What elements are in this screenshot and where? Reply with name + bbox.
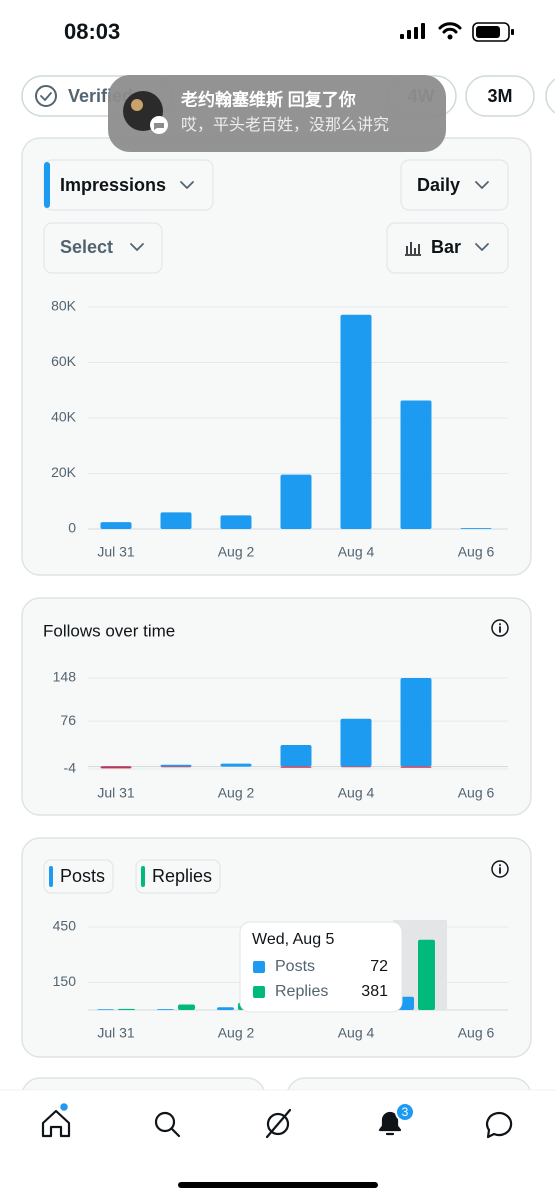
bar: [280, 474, 312, 529]
dropdown-label: Select: [60, 237, 113, 257]
x-tick-label: Jul 31: [97, 785, 135, 801]
home-indicator: [178, 1182, 378, 1188]
chart-title: Follows over time: [43, 621, 175, 640]
bar: [280, 745, 312, 767]
badge-count: 3: [402, 1105, 409, 1119]
bar: [97, 1009, 114, 1010]
select-dropdown[interactable]: Select: [43, 222, 163, 274]
tooltip-value: 381: [361, 983, 388, 1000]
x-tick-label: Aug 2: [218, 1025, 255, 1041]
tooltip-series: Posts: [275, 958, 315, 975]
bar: [340, 314, 372, 529]
badge: [395, 1102, 415, 1122]
y-tick-label: 40K: [51, 409, 77, 425]
tooltip-swatch: [253, 986, 265, 998]
x-tick-label: Aug 6: [458, 1025, 495, 1041]
bar: [400, 678, 432, 767]
y-tick-label: 150: [53, 973, 77, 989]
messages-icon[interactable]: [486, 1111, 513, 1139]
home-icon[interactable]: [41, 1109, 71, 1138]
x-tick-label: Aug 6: [458, 785, 495, 801]
bar: [178, 1004, 195, 1010]
y-tick-label: 80K: [51, 298, 77, 314]
tooltip-title: Wed, Aug 5: [252, 931, 335, 948]
bar: [157, 1009, 174, 1010]
bar: [160, 512, 192, 529]
y-tick-label: 60K: [51, 353, 77, 369]
bar: [400, 400, 432, 529]
interval-dropdown[interactable]: Daily: [400, 159, 509, 211]
bar: [400, 766, 432, 768]
notifications-icon[interactable]: [378, 1111, 402, 1136]
bar: [100, 522, 132, 529]
dropdown-label: Impressions: [60, 175, 166, 195]
chart-type-dropdown[interactable]: Bar: [386, 222, 509, 274]
tooltip-box: [239, 921, 403, 1013]
notification-title: 老约翰塞维斯 回复了你: [180, 89, 356, 109]
x-tick-label: Aug 2: [218, 785, 255, 801]
bar: [100, 766, 132, 769]
legend-button[interactable]: Posts: [43, 859, 114, 894]
search-icon[interactable]: [154, 1111, 181, 1138]
notification-message: 哎，平头老百姓，没那么讲究: [181, 116, 389, 134]
bar: [100, 766, 132, 767]
dropdown-label: Bar: [431, 237, 461, 257]
tooltip-swatch: [253, 961, 265, 973]
y-tick-label: -4: [64, 760, 77, 776]
bar: [217, 1007, 234, 1010]
dropdown-label: Daily: [417, 175, 460, 195]
tooltip-series: Replies: [275, 983, 328, 1000]
y-tick-label: 0: [68, 520, 76, 536]
nav-bar: [0, 1090, 555, 1200]
y-tick-label: 76: [60, 712, 76, 728]
y-tick-label: 450: [53, 918, 77, 934]
home-dot: [58, 1101, 70, 1113]
chip[interactable]: [545, 76, 555, 116]
bar: [340, 766, 372, 768]
tooltip: Wed, Aug 5 Posts 72 Replies 381: [239, 921, 403, 1013]
x-tick-label: Jul 31: [97, 1025, 135, 1041]
x-tick-label: Aug 4: [338, 785, 375, 801]
legend-label: Replies: [152, 866, 212, 886]
bar: [118, 1008, 135, 1010]
x-tick-label: Aug 2: [218, 544, 255, 560]
tooltip-value: 72: [370, 958, 388, 975]
x-tick-label: Aug 4: [338, 1025, 375, 1041]
chip[interactable]: 3M: [465, 75, 535, 117]
legend-label: Posts: [60, 866, 105, 886]
x-tick-label: Jul 31: [97, 544, 135, 560]
bar: [280, 766, 312, 768]
bar: [460, 528, 492, 529]
notification-banner[interactable]: 老约翰塞维斯 回复了你 哎，平头老百姓，没那么讲究: [108, 75, 446, 152]
x-tick-label: Aug 6: [458, 544, 495, 560]
info-icon[interactable]: [491, 619, 509, 637]
bar: [160, 766, 192, 768]
info-icon[interactable]: [491, 860, 509, 878]
y-tick-label: 20K: [51, 464, 77, 480]
charts: 0 20K 40K 60K 80K Jul 31 Aug 2 Aug 4 Aug 6 -4 76 14…: [51, 298, 508, 1041]
bar: [220, 763, 252, 767]
x-tick-label: Aug 4: [338, 544, 375, 560]
chip-label: 3M: [487, 86, 512, 106]
grok-icon[interactable]: [265, 1108, 292, 1139]
status-icons: [400, 22, 514, 42]
bar: [340, 718, 372, 767]
metric-dropdown[interactable]: Impressions: [43, 159, 214, 211]
legend-button[interactable]: Replies: [135, 859, 221, 894]
y-tick-label: 148: [53, 669, 77, 685]
bar: [418, 939, 435, 1010]
bar: [160, 764, 192, 767]
clock: 08:03: [64, 19, 120, 44]
bar: [220, 515, 252, 529]
